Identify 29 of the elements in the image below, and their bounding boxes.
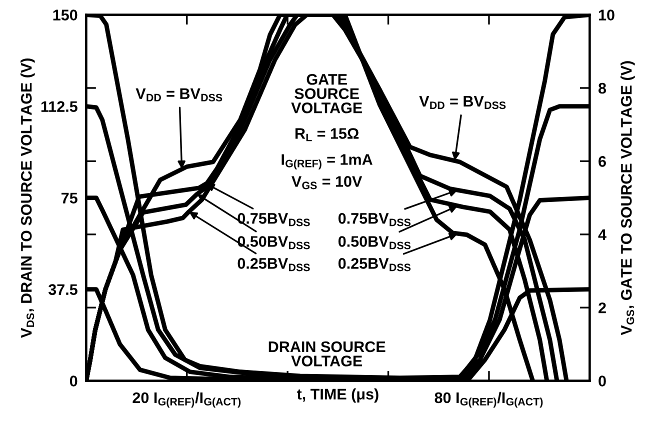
annotation: 0.25BV$_{DSS}$ [338, 258, 411, 272]
annotation: V$_{GS}$ = 10V [292, 176, 362, 190]
y-tick-label: 75 [62, 192, 78, 204]
annotation: 0.50BV$_{DSS}$ [338, 236, 411, 250]
annotation: 0.25BV$_{DSS}$ [238, 258, 310, 272]
annotation: DRAIN SOURCE VOLTAGE [268, 341, 386, 366]
y2-axis-title: V$_{GS}$, GATE TO SOURCE VOLTAGE (V) [620, 61, 635, 336]
annotation: V$_{DD}$ = BV$_{DSS}$ [136, 88, 222, 102]
y2-tick-label: 2 [598, 302, 606, 314]
y2-tick-label: 8 [598, 82, 606, 94]
y-tick-label: 0 [70, 376, 78, 386]
x-tick-label: 80 I$_{G(REF)}$/I$_{G(ACT)}$ [434, 392, 543, 408]
annotation: I$_{G(REF)}$ = 1mA [282, 154, 372, 170]
x-tick-label: 20 I$_{G(REF)}$/I$_{G(ACT)}$ [132, 392, 241, 408]
y-tick-label: 112.5 [41, 101, 78, 112]
x-axis-title: t, TIME (μs) [296, 388, 378, 403]
y2-tick-label: 0 [598, 376, 606, 386]
y-axis-title: V$_{DS}$, DRAIN TO SOURCE VOLTAGE (V) [20, 58, 35, 338]
annotation: 0.50BV$_{DSS}$ [238, 236, 310, 250]
annotation: R$_{L}$ = 15Ω [295, 128, 359, 142]
y2-tick-label: 10 [598, 10, 614, 20]
y2-tick-label: 6 [598, 156, 606, 167]
y-tick-label: 37.5 [48, 284, 78, 296]
annotation: GATE SOURCE VOLTAGE [291, 74, 362, 114]
y-tick-label: 150 [53, 10, 78, 20]
annotation: V$_{DD}$ = BV$_{DSS}$ [419, 96, 506, 110]
annotation: 0.75BV$_{DSS}$ [338, 213, 411, 226]
y2-tick-label: 4 [598, 229, 606, 240]
annotation: 0.75BV$_{DSS}$ [238, 213, 310, 226]
